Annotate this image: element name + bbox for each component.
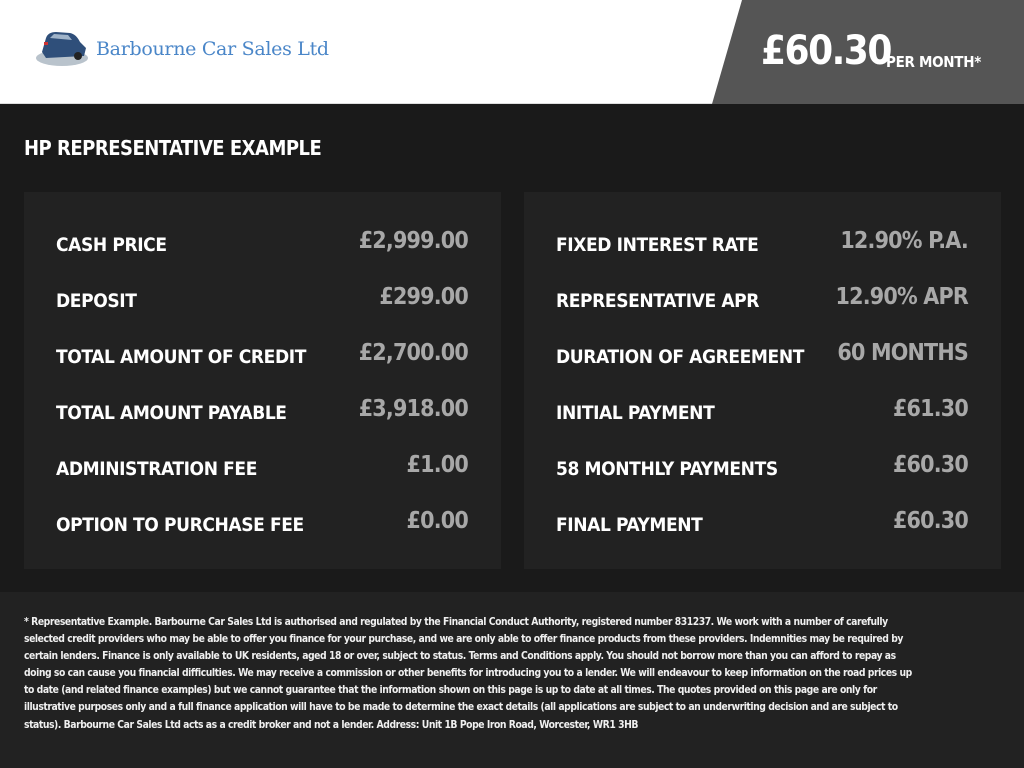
finance-value: £2,999.00: [358, 228, 469, 254]
finance-value: £1.00: [406, 452, 469, 478]
finance-row: FINAL PAYMENT £60.30: [556, 508, 969, 540]
disclaimer-text: * Representative Example. Barbourne Car …: [24, 616, 912, 731]
monthly-price-box: £60.30 PER MONTH*: [712, 0, 1024, 104]
car-logo-icon: [36, 32, 88, 66]
finance-value: £0.00: [406, 508, 469, 534]
finance-row: FIXED INTEREST RATE 12.90% P.A.: [556, 228, 969, 260]
finance-row: CASH PRICE £2,999.00: [56, 228, 469, 260]
finance-row: REPRESENTATIVE APR 12.90% APR: [556, 284, 969, 316]
finance-row: 58 MONTHLY PAYMENTS £60.30: [556, 452, 969, 484]
header: Barbourne Car Sales Ltd £60.30 PER MONTH…: [0, 0, 1024, 104]
finance-row: TOTAL AMOUNT OF CREDIT £2,700.00: [56, 340, 469, 372]
finance-row: OPTION TO PURCHASE FEE £0.00: [56, 508, 469, 540]
finance-row: ADMINISTRATION FEE £1.00: [56, 452, 469, 484]
company-name: Barbourne Car Sales Ltd: [96, 38, 329, 60]
finance-value: £2,700.00: [358, 340, 469, 366]
monthly-price: £60.30: [761, 28, 892, 74]
finance-label: REPRESENTATIVE APR: [556, 290, 760, 312]
section-title: HP REPRESENTATIVE EXAMPLE: [24, 136, 322, 160]
finance-panel-left: CASH PRICE £2,999.00 DEPOSIT £299.00 TOTAL A…: [24, 192, 501, 569]
finance-value: 12.90% P.A.: [840, 228, 968, 254]
finance-label: 58 MONTHLY PAYMENTS: [556, 458, 778, 480]
footer: * Representative Example. Barbourne Car …: [0, 592, 1024, 768]
finance-label: TOTAL AMOUNT PAYABLE: [56, 402, 287, 424]
finance-value: £3,918.00: [358, 396, 469, 422]
finance-label: DURATION OF AGREEMENT: [556, 346, 804, 368]
finance-value: £60.30: [892, 508, 969, 534]
finance-panel-right: FIXED INTEREST RATE 12.90% P.A. REPRESENTA…: [524, 192, 1001, 569]
finance-row: INITIAL PAYMENT £61.30: [556, 396, 969, 428]
finance-label: CASH PRICE: [56, 234, 167, 256]
finance-value: £60.30: [892, 452, 969, 478]
finance-row: TOTAL AMOUNT PAYABLE £3,918.00: [56, 396, 469, 428]
finance-value: 12.90% APR: [835, 284, 969, 310]
finance-label: FINAL PAYMENT: [556, 514, 703, 536]
finance-label: OPTION TO PURCHASE FEE: [56, 514, 304, 536]
finance-label: TOTAL AMOUNT OF CREDIT: [56, 346, 306, 368]
finance-label: ADMINISTRATION FEE: [56, 458, 257, 480]
finance-label: FIXED INTEREST RATE: [556, 234, 759, 256]
finance-value: £299.00: [379, 284, 468, 310]
finance-row: DEPOSIT £299.00: [56, 284, 469, 316]
finance-label: INITIAL PAYMENT: [556, 402, 715, 424]
company-logo[interactable]: Barbourne Car Sales Ltd: [36, 28, 329, 70]
per-month-label: PER MONTH*: [886, 53, 981, 71]
finance-value: 60 MONTHS: [837, 340, 968, 366]
finance-value: £61.30: [892, 396, 969, 422]
finance-row: DURATION OF AGREEMENT 60 MONTHS: [556, 340, 969, 372]
finance-label: DEPOSIT: [56, 290, 137, 312]
